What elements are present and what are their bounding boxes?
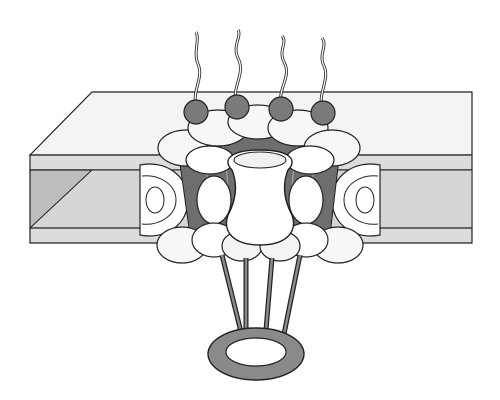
spoke-ring: [196, 175, 324, 225]
cyto-subunit-6: [185, 145, 235, 175]
membrane-pore-loops: [139, 163, 381, 237]
cyto-filament-1-highlight: [194, 31, 201, 107]
left-loop-inner-edge: [141, 175, 177, 225]
right-lumen-bead: [355, 186, 375, 214]
distal-ring-opening: [225, 337, 287, 367]
basket-strand-4-fill: [282, 254, 302, 335]
right-loop-inner-edge: [343, 175, 379, 225]
cyto-filament-2-highlight: [234, 29, 242, 103]
cyto-bead-3: [268, 96, 294, 122]
basket-strand-3-fill: [264, 257, 274, 331]
cyto-bead-2: [224, 94, 250, 120]
spoke-subunit-left: [196, 175, 232, 225]
nuclear-basket: [207, 254, 305, 381]
plug-body: [225, 149, 295, 246]
cyto-bead-1: [183, 99, 209, 125]
cyto-bead-4: [310, 100, 336, 126]
central-plug: [225, 149, 295, 246]
nuclear-ring: [156, 222, 364, 264]
cyto-filament-4-highlight: [320, 37, 327, 109]
cyto-subunit-7: [285, 145, 335, 175]
cytoplasmic-ring: [157, 104, 361, 175]
cyto-filament-3-highlight: [279, 35, 288, 105]
spoke-subunit-right: [288, 175, 324, 225]
plug-top-cap: [233, 151, 287, 169]
left-lumen-bead: [145, 186, 165, 214]
basket-strand-1-fill: [220, 254, 243, 333]
cytoplasmic-filaments: [183, 29, 336, 126]
